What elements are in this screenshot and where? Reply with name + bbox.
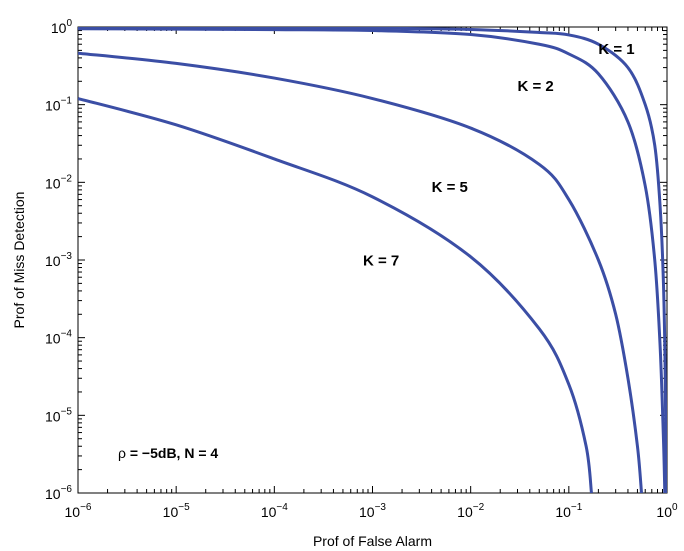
y-tick-base: 10: [51, 20, 67, 36]
y-tick-label: 10−5: [45, 406, 72, 424]
x-tick-base: 10: [261, 504, 277, 520]
curve-labels: K = 1 K = 2 K = 5 K = 7: [363, 41, 635, 270]
x-tick-label: 10−2: [457, 502, 484, 520]
series-line-4: [78, 97, 593, 493]
parameter-annotation: ρ = −5dB, N = 4: [118, 445, 218, 461]
y-tick-exponent: −2: [61, 173, 73, 184]
x-tick-base: 10: [555, 504, 571, 520]
y-tick-base: 10: [45, 98, 61, 114]
y-tick-label: 10−4: [45, 329, 72, 347]
y-tick-base: 10: [45, 253, 61, 269]
x-axis-title: Prof of False Alarm: [313, 533, 432, 549]
annotation-text: = −5dB, N = 4: [126, 445, 218, 461]
x-tick-labels: 10−6 10−5 10−4 10−3 10−2 10−1 100: [65, 502, 679, 520]
y-tick-label: 10−1: [45, 96, 72, 114]
plot-area: K = 1 K = 2 K = 5 K = 7: [77, 26, 668, 494]
rho-symbol: ρ: [118, 445, 126, 461]
x-tick-exponent: −4: [276, 502, 288, 513]
x-tick-label: 10−6: [65, 502, 92, 520]
y-tick-base: 10: [45, 331, 61, 347]
series-line-3: [78, 51, 644, 493]
x-tick-exponent: −3: [375, 502, 387, 513]
series-line-1: [78, 27, 667, 493]
x-tick-label: 10−4: [261, 502, 288, 520]
y-tick-label: 10−2: [45, 173, 72, 191]
curve-label-1: K = 1: [598, 41, 634, 58]
y-tick-exponent: −4: [61, 329, 73, 340]
x-tick-exponent: −6: [80, 502, 92, 513]
y-tick-exponent: −5: [61, 406, 73, 417]
x-tick-label: 10−5: [163, 502, 190, 520]
x-tick-label: 100: [656, 502, 678, 520]
series-line-2: [78, 27, 667, 493]
y-tick-exponent: 0: [66, 18, 72, 29]
x-tick-base: 10: [65, 504, 81, 520]
y-tick-exponent: −3: [61, 251, 73, 262]
x-tick-exponent: −1: [571, 502, 583, 513]
x-tick-base: 10: [163, 504, 179, 520]
series-lines: [78, 27, 667, 493]
y-axis-title: Prof of Miss Detection: [11, 192, 27, 329]
x-tick-base: 10: [457, 504, 473, 520]
y-tick-label: 10−6: [45, 484, 72, 502]
x-tick-exponent: −2: [473, 502, 485, 513]
y-tick-exponent: −6: [61, 484, 73, 495]
x-tick-label: 10−1: [555, 502, 582, 520]
y-tick-base: 10: [45, 408, 61, 424]
curve-label-3: K = 5: [432, 179, 468, 196]
x-tick-base: 10: [359, 504, 375, 520]
x-tick-exponent: 0: [672, 502, 678, 513]
x-tick-exponent: −5: [178, 502, 190, 513]
y-tick-base: 10: [45, 175, 61, 191]
x-tick-label: 10−3: [359, 502, 386, 520]
y-tick-base: 10: [45, 486, 61, 502]
y-tick-label: 10−3: [45, 251, 72, 269]
curve-label-4: K = 7: [363, 252, 399, 269]
y-tick-label: 100: [51, 18, 73, 36]
x-tick-base: 10: [656, 504, 672, 520]
y-tick-exponent: −1: [61, 96, 73, 107]
curve-label-2: K = 2: [518, 78, 554, 95]
